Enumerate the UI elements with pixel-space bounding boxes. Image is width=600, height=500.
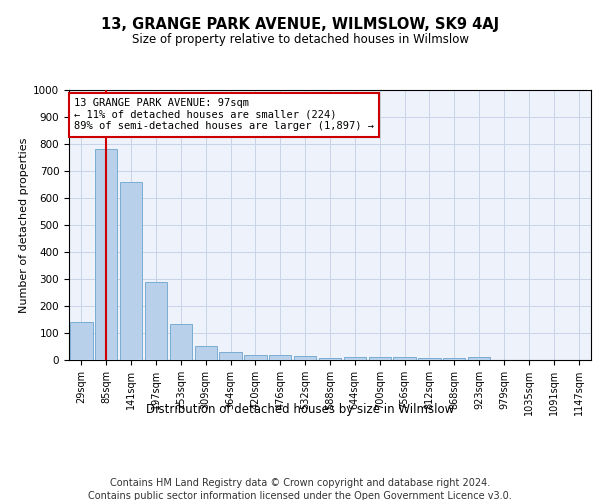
Text: Contains public sector information licensed under the Open Government Licence v3: Contains public sector information licen… [88, 491, 512, 500]
Bar [344, 358, 366, 360]
Bar [319, 358, 341, 360]
Bar [269, 354, 292, 360]
Bar [220, 352, 242, 360]
Bar [443, 358, 466, 360]
Bar [145, 282, 167, 360]
Bar [418, 358, 440, 360]
Text: Size of property relative to detached houses in Wilmslow: Size of property relative to detached ho… [131, 32, 469, 46]
Bar [95, 150, 118, 360]
Text: Contains HM Land Registry data © Crown copyright and database right 2024.: Contains HM Land Registry data © Crown c… [110, 478, 490, 488]
Bar [170, 324, 192, 360]
Bar [194, 346, 217, 360]
Bar [120, 182, 142, 360]
Bar [394, 357, 416, 360]
Bar [468, 357, 490, 360]
Bar [70, 322, 92, 360]
Bar [294, 356, 316, 360]
Text: 13, GRANGE PARK AVENUE, WILMSLOW, SK9 4AJ: 13, GRANGE PARK AVENUE, WILMSLOW, SK9 4A… [101, 18, 499, 32]
Text: Distribution of detached houses by size in Wilmslow: Distribution of detached houses by size … [146, 402, 454, 415]
Bar [368, 358, 391, 360]
Y-axis label: Number of detached properties: Number of detached properties [19, 138, 29, 312]
Bar [244, 354, 266, 360]
Text: 13 GRANGE PARK AVENUE: 97sqm
← 11% of detached houses are smaller (224)
89% of s: 13 GRANGE PARK AVENUE: 97sqm ← 11% of de… [74, 98, 374, 132]
